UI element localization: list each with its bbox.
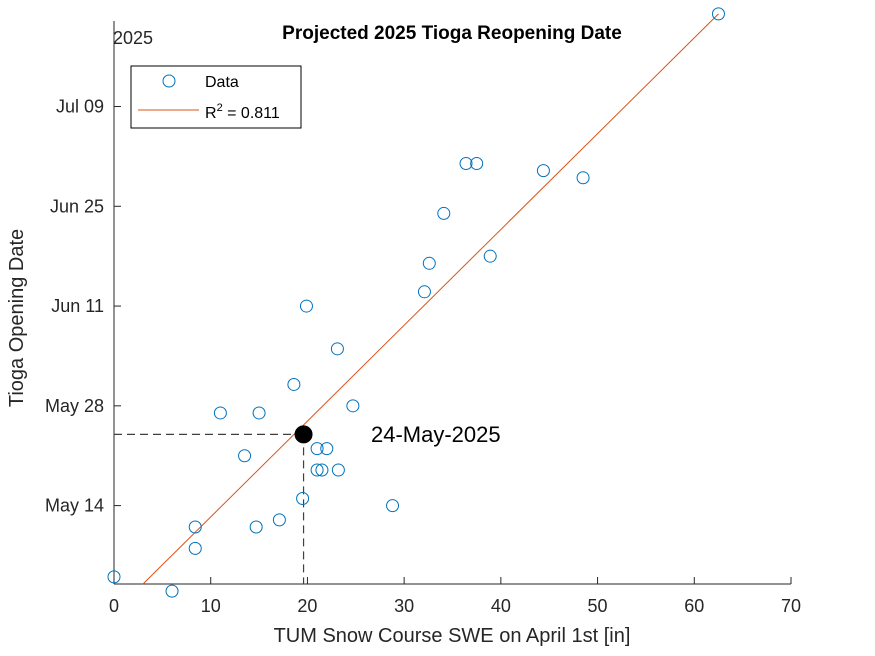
- legend-label-fit: R2 = 0.811: [205, 102, 280, 122]
- data-point: [107, 570, 121, 584]
- data-point: [483, 249, 497, 263]
- data-point: [188, 541, 202, 555]
- data-points-layer: [107, 7, 725, 598]
- data-point: [238, 449, 252, 463]
- x-tick-label: 50: [588, 596, 608, 616]
- data-point: [422, 256, 436, 270]
- data-point: [299, 299, 313, 313]
- x-axis-ticks: 0 10 20 30 40 50 60 70: [109, 577, 801, 616]
- data-point: [296, 491, 310, 505]
- y-axis-label: Tioga Opening Date: [6, 229, 28, 407]
- x-tick-label: 70: [781, 596, 801, 616]
- data-point: [252, 406, 266, 420]
- projection-guide-layer: [114, 433, 305, 584]
- projection-label: 24-May-2025: [371, 422, 501, 447]
- axes-box: [113, 21, 791, 585]
- data-point: [576, 171, 590, 185]
- x-tick-label: 10: [201, 596, 221, 616]
- legend-fit-superscript: 2: [217, 102, 223, 114]
- data-point: [536, 164, 550, 178]
- y-tick-label: Jun 11: [51, 296, 104, 316]
- y-tick-label: Jun 25: [50, 196, 104, 216]
- x-axis-label: TUM Snow Course SWE on April 1st [in]: [274, 625, 631, 647]
- legend-fit-r: R: [205, 105, 217, 122]
- data-point: [459, 157, 473, 171]
- data-point: [417, 285, 431, 299]
- data-point: [320, 442, 334, 456]
- data-point: [346, 399, 360, 413]
- data-point: [330, 342, 344, 356]
- y-tick-label: Jul 09: [56, 97, 104, 117]
- data-point: [165, 584, 179, 598]
- fit-line-layer: [142, 13, 719, 585]
- data-point: [310, 463, 324, 477]
- data-point: [213, 406, 227, 420]
- y-axis-year-label: 2025: [113, 28, 153, 48]
- data-point: [249, 520, 263, 534]
- projection-layer: 24-May-2025: [294, 422, 501, 447]
- data-point: [711, 7, 725, 21]
- legend-fit-value: = 0.811: [223, 105, 280, 122]
- projection-point: [294, 425, 313, 444]
- legend-box: [130, 65, 302, 129]
- x-tick-label: 60: [684, 596, 704, 616]
- chart-title: Projected 2025 Tioga Reopening Date: [282, 23, 622, 44]
- data-point: [272, 513, 286, 527]
- data-point: [386, 499, 400, 513]
- y-tick-label: May 28: [45, 396, 104, 416]
- y-tick-label: May 14: [45, 496, 104, 516]
- data-point: [188, 520, 202, 534]
- fit-line: [142, 13, 719, 585]
- y-axis-ticks: May 14 May 28 Jun 11 Jun 25 Jul 09: [45, 97, 121, 516]
- legend: Data R2 = 0.811: [130, 65, 302, 129]
- legend-marker-data: [162, 74, 176, 88]
- x-tick-label: 20: [297, 596, 317, 616]
- x-tick-label: 0: [109, 596, 119, 616]
- data-point: [287, 377, 301, 391]
- data-point: [331, 463, 345, 477]
- data-point: [470, 157, 484, 171]
- x-tick-label: 30: [394, 596, 414, 616]
- legend-label-data: Data: [205, 74, 239, 91]
- data-point: [315, 463, 329, 477]
- data-point: [310, 442, 324, 456]
- data-point: [437, 206, 451, 220]
- x-tick-label: 40: [491, 596, 511, 616]
